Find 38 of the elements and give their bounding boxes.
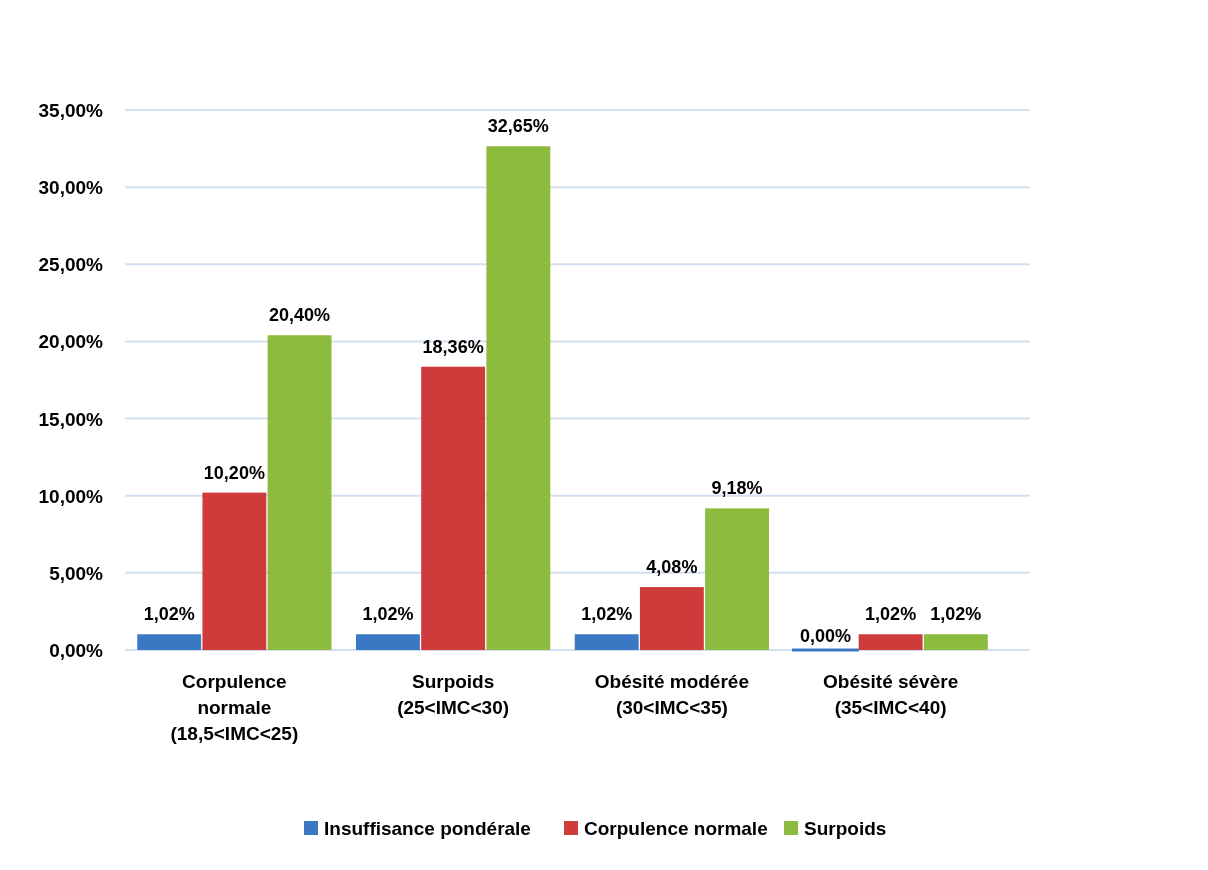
y-tick-label: 15,00% xyxy=(38,408,104,430)
y-tick-label: 10,00% xyxy=(38,485,104,507)
data-label: 10,20% xyxy=(203,462,265,483)
legend-label: Insuffisance pondérale xyxy=(324,818,531,839)
data-label: 1,02% xyxy=(143,604,195,625)
y-tick-label: 25,00% xyxy=(38,254,104,276)
data-label: 1,02% xyxy=(581,604,633,625)
bar xyxy=(705,508,770,650)
data-label: 9,18% xyxy=(711,478,763,499)
data-label: 20,40% xyxy=(269,305,331,326)
bar xyxy=(267,335,332,650)
bar xyxy=(574,634,639,650)
x-tick-label: Obésité sévère (35<IMC<40) xyxy=(823,671,959,718)
data-label: 1,02% xyxy=(865,604,917,625)
bar xyxy=(421,366,486,650)
data-label: 32,65% xyxy=(487,116,549,137)
legend-label: Corpulence normale xyxy=(584,818,768,839)
data-label: 0,00% xyxy=(799,626,851,646)
x-tick-label: Surpoids (25<IMC<30) xyxy=(397,671,510,718)
bar xyxy=(486,146,551,650)
x-tick-label: Corpulence normale (18,5<IMC<25) xyxy=(170,671,299,744)
legend-label: Surpoids xyxy=(804,818,887,839)
x-tick-label: Obésité modérée (30<IMC<35) xyxy=(594,671,749,718)
bar xyxy=(923,634,988,650)
data-label: 1,02% xyxy=(362,604,414,625)
bar xyxy=(858,634,923,650)
y-tick-label: 5,00% xyxy=(49,562,104,584)
y-tick-label: 0,00% xyxy=(49,640,104,661)
data-label: 4,08% xyxy=(646,557,698,578)
y-tick-label: 30,00% xyxy=(38,177,104,199)
bar xyxy=(137,634,202,650)
y-tick-label: 35,00% xyxy=(38,100,104,121)
data-label: 1,02% xyxy=(930,604,982,625)
data-label: 18,36% xyxy=(422,336,484,357)
bar xyxy=(639,587,704,650)
y-tick-label: 20,00% xyxy=(38,331,104,353)
bar xyxy=(202,492,267,650)
bar xyxy=(355,634,420,650)
